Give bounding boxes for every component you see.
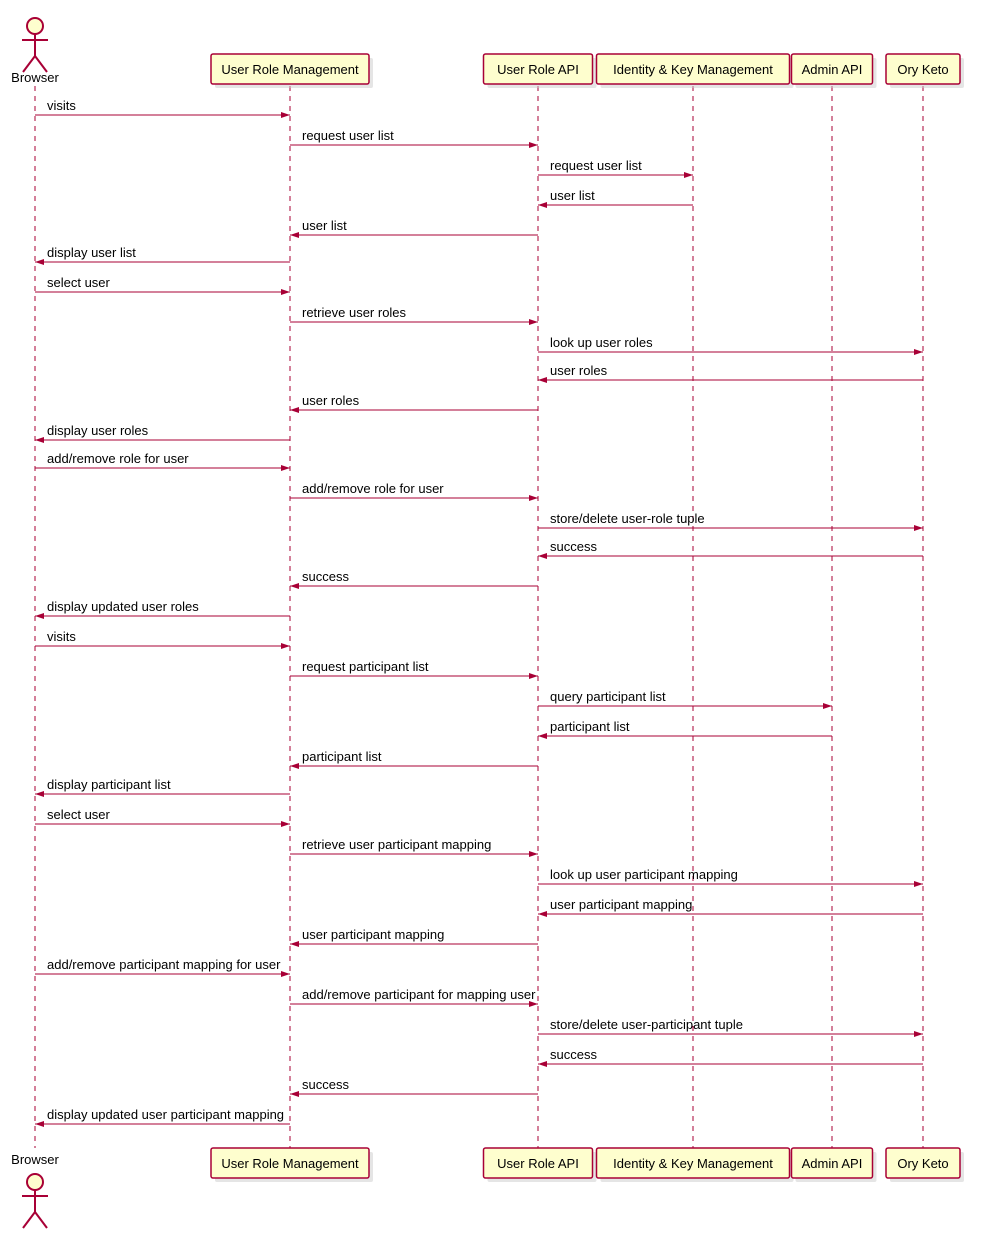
message-label: retrieve user roles	[302, 305, 407, 320]
message-label: look up user roles	[550, 335, 653, 350]
message-label: success	[550, 539, 597, 554]
participant-label: Ory Keto	[897, 1156, 948, 1171]
participant-label: Identity & Key Management	[613, 1156, 773, 1171]
message-label: request user list	[550, 158, 642, 173]
message-label: visits	[47, 629, 76, 644]
sequence-diagram: Browser User Role Management User Role API…	[0, 0, 994, 1257]
participant-label: User Role API	[497, 62, 579, 77]
message-label: user list	[550, 188, 595, 203]
participant-label: User Role Management	[221, 62, 359, 77]
message-label: success	[302, 1077, 349, 1092]
message-label: participant list	[302, 749, 382, 764]
message-label: add/remove participant mapping for user	[47, 957, 281, 972]
message-label: participant list	[550, 719, 630, 734]
message-label: display user roles	[47, 423, 149, 438]
participant-label: User Role Management	[221, 1156, 359, 1171]
message-label: user roles	[550, 363, 608, 378]
participant-label: Ory Keto	[897, 62, 948, 77]
message-label: display updated user roles	[47, 599, 199, 614]
message-label: add/remove participant for mapping user	[302, 987, 536, 1002]
message-label: request user list	[302, 128, 394, 143]
message-label: visits	[47, 98, 76, 113]
message-label: success	[302, 569, 349, 584]
message-label: select user	[47, 275, 111, 290]
message-label: retrieve user participant mapping	[302, 837, 491, 852]
message-label: user participant mapping	[550, 897, 692, 912]
message-label: add/remove role for user	[302, 481, 444, 496]
participant-label: Identity & Key Management	[613, 62, 773, 77]
message-label: look up user participant mapping	[550, 867, 738, 882]
message-label: user participant mapping	[302, 927, 444, 942]
message-label: display user list	[47, 245, 136, 260]
message-label: display updated user participant mapping	[47, 1107, 284, 1122]
message-label: select user	[47, 807, 111, 822]
actor-label: Browser	[11, 70, 59, 85]
message-label: user list	[302, 218, 347, 233]
participant-label: Admin API	[802, 62, 863, 77]
participant-label: Admin API	[802, 1156, 863, 1171]
message-label: display participant list	[47, 777, 171, 792]
message-label: add/remove role for user	[47, 451, 189, 466]
message-label: request participant list	[302, 659, 429, 674]
message-label: store/delete user-participant tuple	[550, 1017, 743, 1032]
message-label: user roles	[302, 393, 360, 408]
message-label: success	[550, 1047, 597, 1062]
actor-label-bottom: Browser	[11, 1152, 59, 1167]
participant-label: User Role API	[497, 1156, 579, 1171]
message-label: query participant list	[550, 689, 666, 704]
message-label: store/delete user-role tuple	[550, 511, 705, 526]
